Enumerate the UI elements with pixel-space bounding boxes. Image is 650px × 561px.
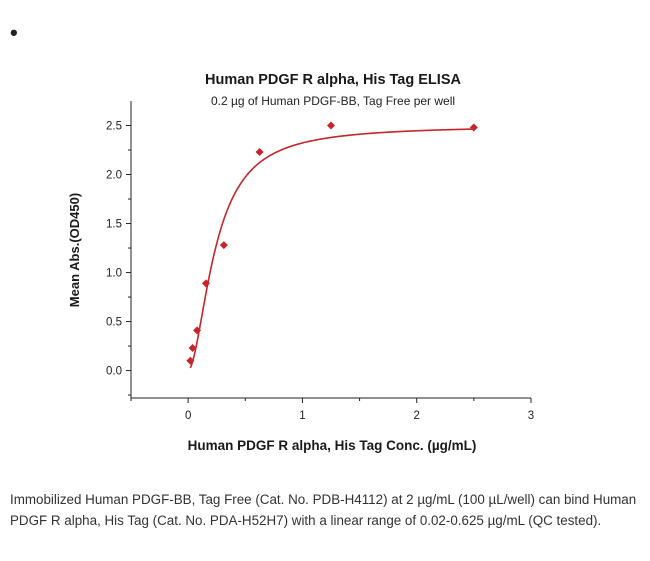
data-point bbox=[193, 326, 202, 335]
data-point bbox=[186, 356, 195, 365]
x-axis: 0 1 2 3 bbox=[130, 397, 534, 422]
x-tick-label: 0 bbox=[185, 410, 191, 422]
x-tick-label: 1 bbox=[299, 410, 305, 422]
y-tick-label: 0.0 bbox=[106, 366, 122, 378]
elisa-chart: Human PDGF R alpha, His Tag ELISA 0.2 µg… bbox=[67, 72, 534, 453]
data-point bbox=[255, 147, 264, 156]
y-tick-label: 1.5 bbox=[106, 219, 122, 231]
y-tick-label: 2.0 bbox=[106, 170, 122, 182]
x-tick-label: 3 bbox=[528, 410, 534, 422]
bullet-mark: • bbox=[10, 20, 18, 45]
data-point bbox=[188, 344, 197, 353]
fit-curve bbox=[189, 128, 474, 369]
y-axis: 0.0 0.5 1.0 1.5 2.0 2.5 bbox=[106, 101, 132, 398]
data-point bbox=[219, 241, 228, 250]
chart-title: Human PDGF R alpha, His Tag ELISA bbox=[205, 72, 461, 88]
data-markers bbox=[186, 121, 478, 365]
y-axis-label: Mean Abs.(OD450) bbox=[67, 193, 82, 307]
figure-caption: Immobilized Human PDGF-BB, Tag Free (Cat… bbox=[10, 492, 637, 528]
y-tick-label: 1.0 bbox=[106, 268, 122, 280]
x-axis-label: Human PDGF R alpha, His Tag Conc. (µg/mL… bbox=[188, 438, 477, 453]
x-tick-label: 2 bbox=[414, 410, 420, 422]
y-tick-label: 0.5 bbox=[106, 317, 122, 329]
y-tick-label: 2.5 bbox=[106, 121, 122, 133]
data-point bbox=[469, 123, 478, 132]
data-point bbox=[201, 279, 210, 288]
chart-subtitle: 0.2 µg of Human PDGF-BB, Tag Free per we… bbox=[211, 94, 455, 108]
data-point bbox=[327, 121, 335, 130]
